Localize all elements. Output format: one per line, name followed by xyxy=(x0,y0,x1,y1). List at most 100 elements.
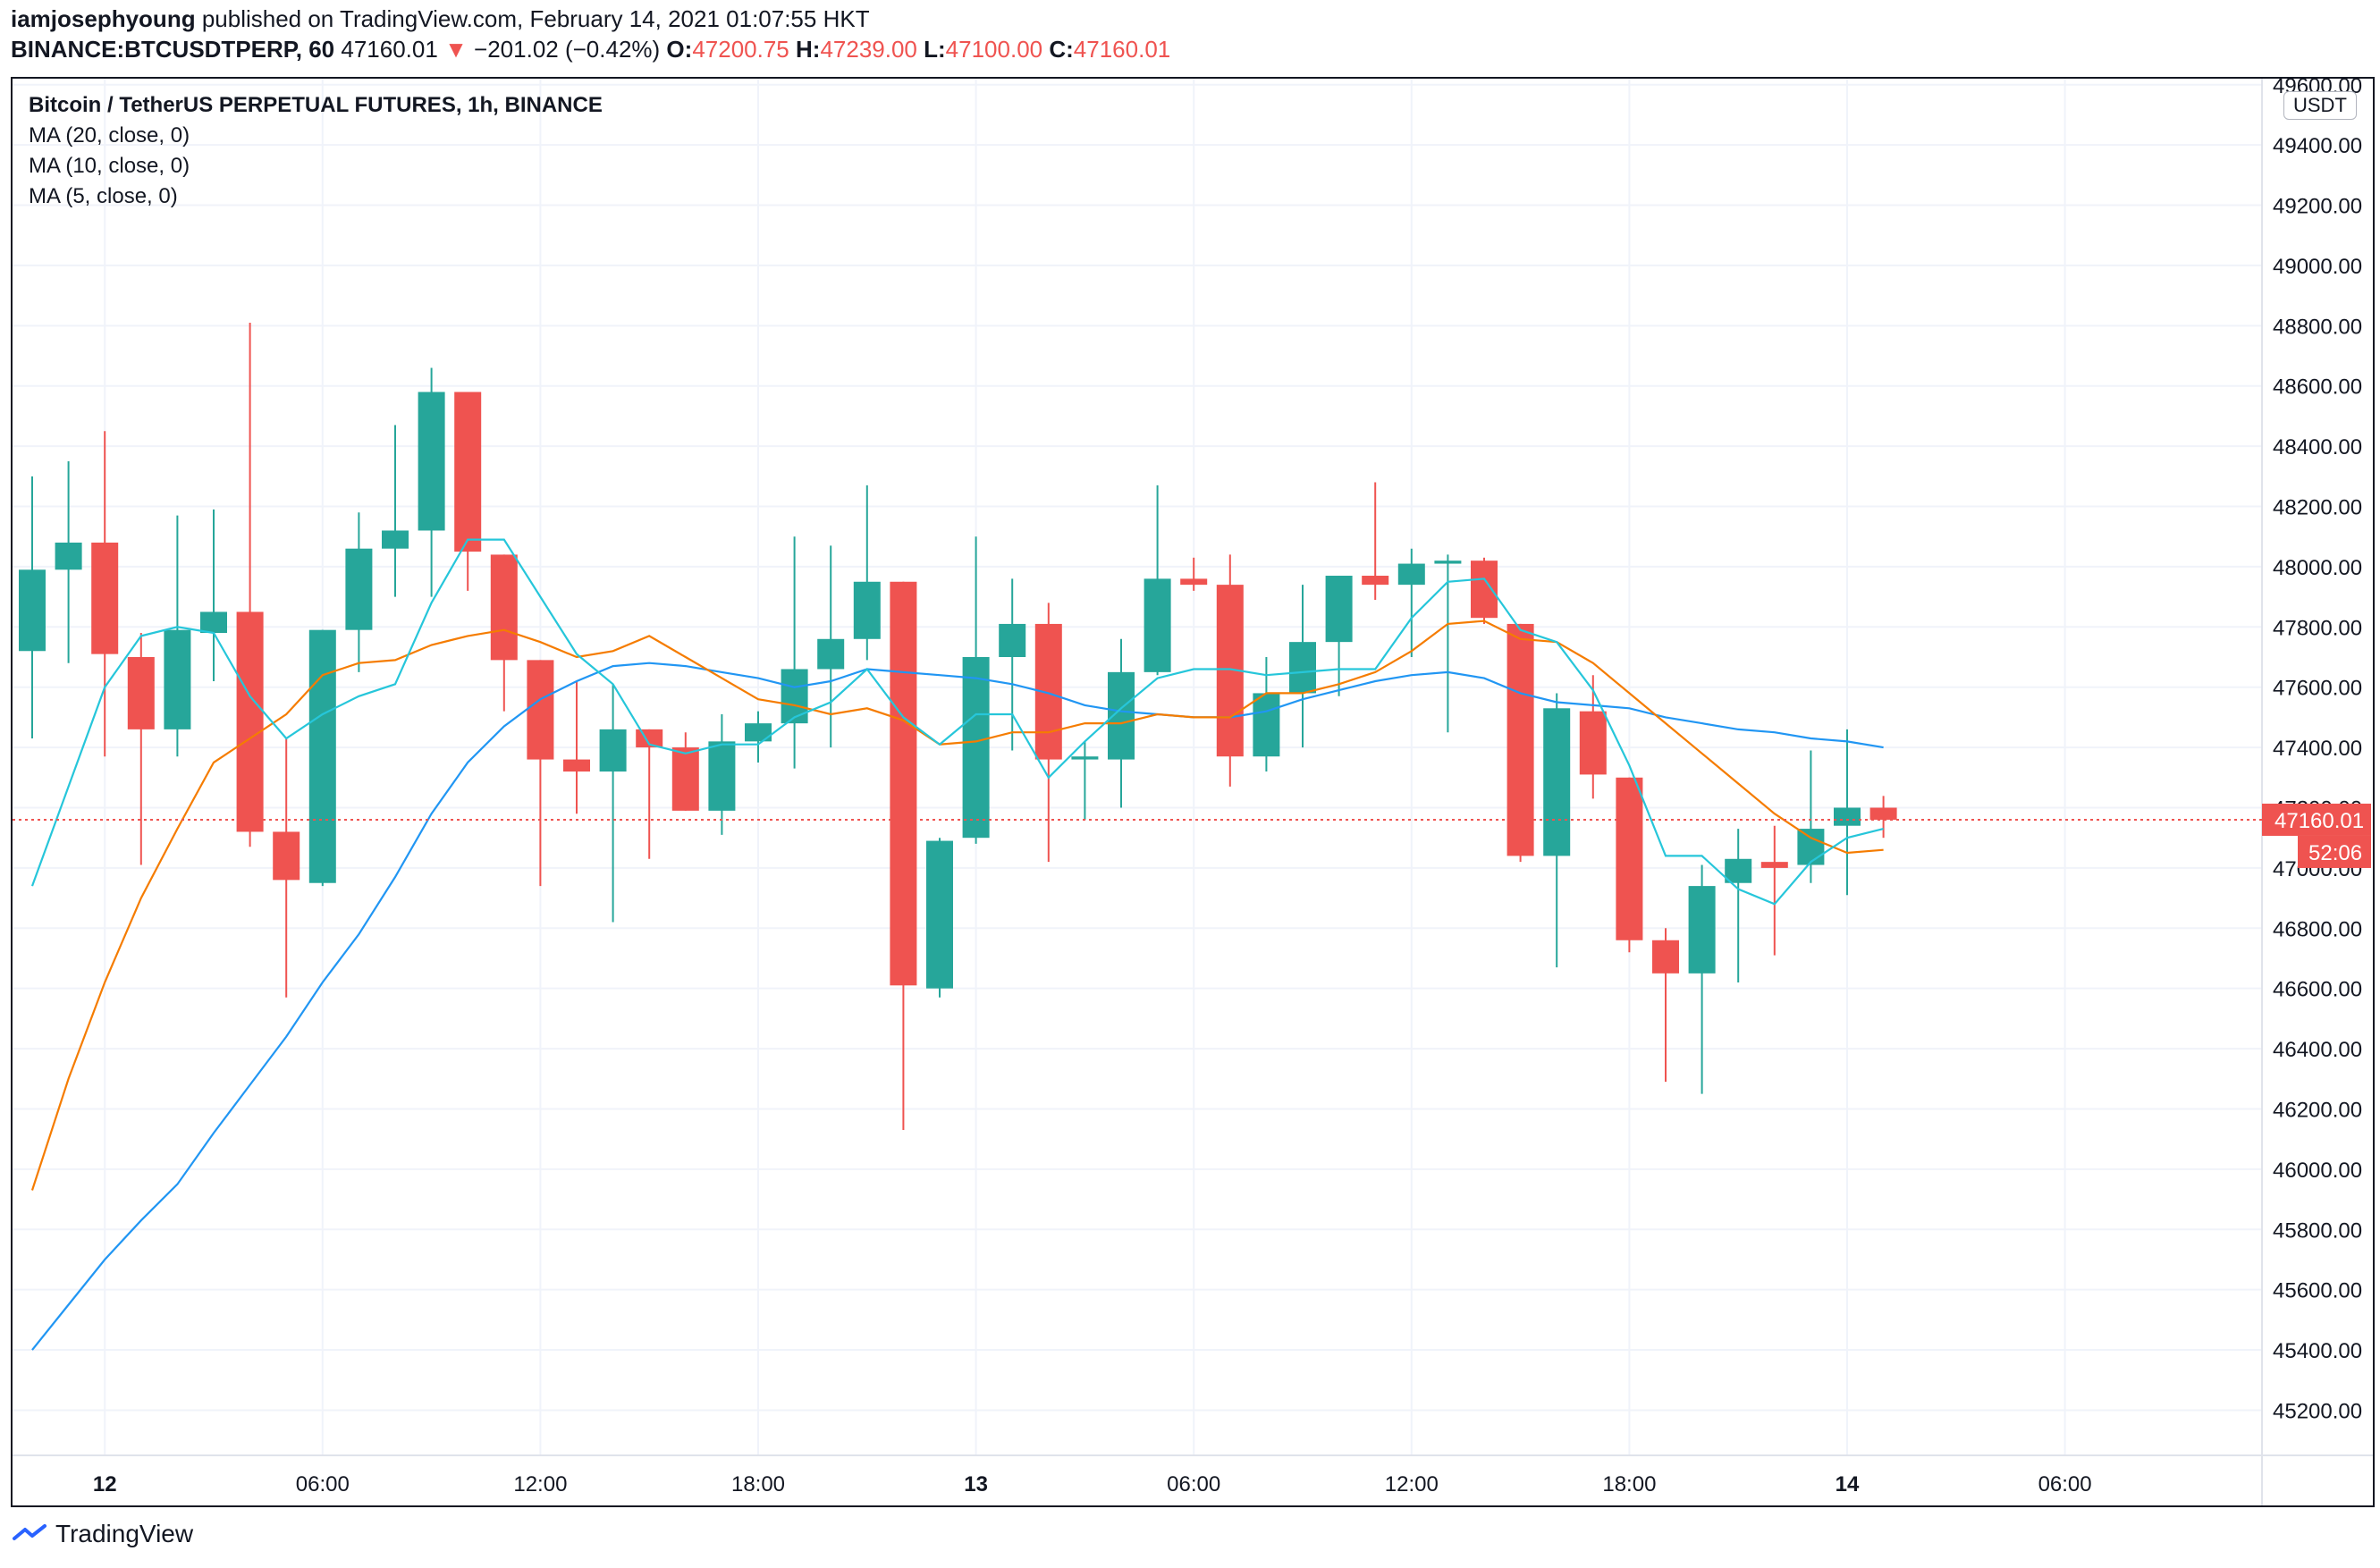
candle-body xyxy=(1834,807,1861,826)
y-tick-label: 48000.00 xyxy=(2273,556,2362,580)
candle-body xyxy=(236,611,264,832)
candle-down xyxy=(1471,557,1498,624)
candle-body xyxy=(563,759,590,772)
candle-down xyxy=(1869,796,1897,839)
last-price-tag-text: 47160.01 xyxy=(2275,809,2364,833)
candle-body xyxy=(999,623,1026,658)
candle-up xyxy=(19,476,46,738)
footer: TradingView xyxy=(13,1520,193,1548)
candle-down xyxy=(236,322,264,847)
candle-up xyxy=(382,425,409,597)
y-tick-label: 47800.00 xyxy=(2273,616,2362,640)
ma10-line xyxy=(30,620,1884,1191)
high-label: H: xyxy=(796,36,821,63)
footer-brand: TradingView xyxy=(55,1520,194,1547)
candle-body xyxy=(345,548,373,630)
candle-down xyxy=(890,581,917,1131)
candle-body xyxy=(1144,578,1171,672)
x-tick-label: 06:00 xyxy=(296,1472,350,1496)
y-tick-label: 49000.00 xyxy=(2273,255,2362,279)
candle-up xyxy=(599,684,627,923)
candle-body xyxy=(1579,711,1607,775)
candle-body xyxy=(382,530,409,549)
candle-body xyxy=(1397,563,1425,586)
last-price-tag-bg xyxy=(2262,803,2371,836)
x-tick-label: 06:00 xyxy=(2038,1472,2092,1496)
countdown-tag-bg xyxy=(2298,835,2371,868)
last-price-value: 47160.01 xyxy=(341,36,438,63)
low-label: L: xyxy=(924,36,946,63)
countdown-tag: 52:06 xyxy=(2298,835,2371,868)
candle-body xyxy=(19,569,46,652)
x-tick-label: 06:00 xyxy=(1167,1472,1220,1496)
close-value: 47160.01 xyxy=(1073,36,1171,63)
candle-down xyxy=(563,680,590,814)
candle-body xyxy=(308,629,336,883)
candle-up xyxy=(345,512,373,672)
candle-body xyxy=(781,669,808,724)
y-tick-label: 48400.00 xyxy=(2273,435,2362,459)
candle-up xyxy=(853,485,881,661)
candle-up xyxy=(962,536,990,844)
candle-up xyxy=(781,536,808,769)
candle-up xyxy=(1289,585,1316,748)
candle-body xyxy=(1797,829,1825,865)
candle-up xyxy=(164,515,191,757)
symbol-label[interactable]: BINANCE:BTCUSDTPERP, 60 xyxy=(11,36,335,63)
candle-body xyxy=(164,629,191,729)
price-chart[interactable]: 45200.00 45400.00 45600.00 45800.00 46000.00… xyxy=(13,79,2373,1505)
close-label: C: xyxy=(1049,36,1074,63)
legend-ma20[interactable]: MA (20, close, 0) xyxy=(29,123,190,148)
high-value: 47239.00 xyxy=(820,36,917,63)
candle-body xyxy=(962,657,990,839)
y-tick-label: 46600.00 xyxy=(2273,978,2362,1002)
candle-down xyxy=(127,633,155,865)
chart-frame[interactable]: 45200.00 45400.00 45600.00 45800.00 46000.00… xyxy=(11,77,2375,1507)
candle-body xyxy=(1253,693,1280,757)
candle-body xyxy=(708,741,736,811)
candle-body xyxy=(1760,862,1788,868)
currency-badge[interactable]: USDT xyxy=(2283,91,2357,120)
candle-down xyxy=(1760,825,1788,956)
candle-body xyxy=(200,611,227,634)
low-value: 47100.00 xyxy=(945,36,1043,63)
candle-up xyxy=(1434,554,1462,733)
y-tick-label: 49400.00 xyxy=(2273,134,2362,158)
x-tick-label: 12:00 xyxy=(1385,1472,1439,1496)
candle-body xyxy=(817,638,845,670)
published-text: published on TradingView.com, February 1… xyxy=(201,5,870,32)
candle-body xyxy=(890,581,917,986)
open-value: 47200.75 xyxy=(692,36,789,63)
y-tick-label: 46800.00 xyxy=(2273,917,2362,941)
candle-up xyxy=(55,460,82,663)
x-tick-label: 13 xyxy=(964,1472,988,1496)
candle-up xyxy=(1725,829,1752,982)
candle-down xyxy=(91,431,119,757)
candle-up xyxy=(745,711,772,763)
legend-ma5[interactable]: MA (5, close, 0) xyxy=(29,184,178,208)
last-price-tag: 47160.01 xyxy=(2262,803,2371,836)
y-tick-label: 45800.00 xyxy=(2273,1218,2362,1243)
candle-down xyxy=(1616,777,1643,953)
candle-body xyxy=(1071,756,1099,760)
candle-up xyxy=(1253,657,1280,772)
y-tick-label: 47600.00 xyxy=(2273,677,2362,701)
legend-ma10[interactable]: MA (10, close, 0) xyxy=(29,154,190,178)
candle-body xyxy=(490,554,518,661)
candle-body xyxy=(745,723,772,742)
candle-body xyxy=(1289,642,1316,694)
y-tick-label: 45200.00 xyxy=(2273,1399,2362,1423)
candle-body xyxy=(1180,578,1208,586)
candle-up xyxy=(1688,864,1716,1094)
y-tick-label: 46200.00 xyxy=(2273,1098,2362,1122)
y-tick-label: 48800.00 xyxy=(2273,315,2362,339)
candle-body xyxy=(418,392,445,531)
candle-body xyxy=(527,660,554,760)
chart-title: Bitcoin / TetherUS PERPETUAL FUTURES, 1h… xyxy=(29,93,603,117)
countdown-tag-text: 52:06 xyxy=(2308,841,2362,865)
candle-down xyxy=(454,392,482,591)
author-name[interactable]: iamjosephyoung xyxy=(11,5,196,32)
candle-up xyxy=(926,838,953,998)
candle-body xyxy=(1688,886,1716,974)
candle-body xyxy=(599,729,627,772)
